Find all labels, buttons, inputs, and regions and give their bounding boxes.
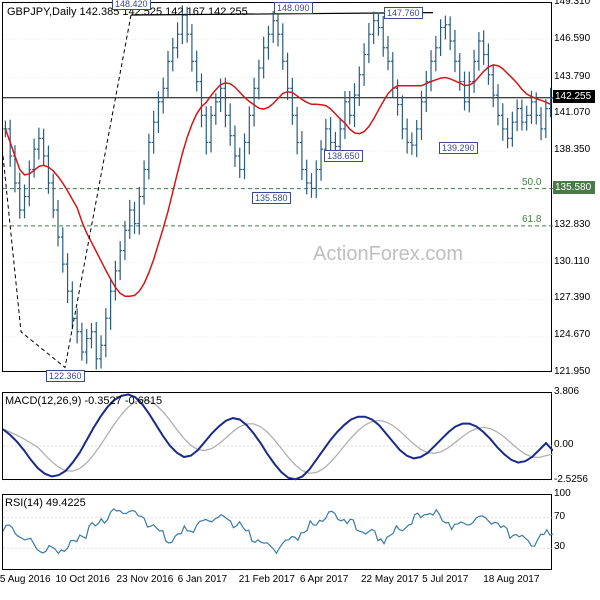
fib-price-tag: 135.580 <box>553 181 595 194</box>
fib-level-label: 50.0 <box>522 177 541 188</box>
y-axis-label: 127.390 <box>554 292 596 303</box>
x-axis-label: 21 Feb 2017 <box>239 574 295 585</box>
price-annotation: 138.650 <box>324 150 363 162</box>
macd-y-label: -2.5256 <box>554 474 596 485</box>
macd-chart: MACD(12,26,9) -0.3527 -0.6815 <box>2 392 552 480</box>
fib-level-label: 61.8 <box>522 214 541 225</box>
price-annotation: 122.360 <box>46 370 85 382</box>
macd-y-label: 0.00 <box>554 439 596 450</box>
x-axis-label: 25 Aug 2016 <box>0 574 51 585</box>
price-annotation: 135.580 <box>252 192 291 204</box>
rsi-y-label: 30 <box>554 541 596 552</box>
price-annotation: 148.420 <box>112 0 151 10</box>
y-axis-label: 121.950 <box>554 366 596 377</box>
x-axis-label: 22 May 2017 <box>361 574 419 585</box>
x-axis-label: 10 Oct 2016 <box>55 574 109 585</box>
x-axis-label: 6 Jan 2017 <box>178 574 228 585</box>
x-axis-label: 6 Apr 2017 <box>300 574 348 585</box>
y-axis-label: 143.790 <box>554 71 596 82</box>
x-axis-label: 18 Aug 2017 <box>483 574 539 585</box>
rsi-y-label: 70 <box>554 511 596 522</box>
macd-header: MACD(12,26,9) -0.3527 -0.6815 <box>5 395 162 407</box>
x-axis-label: 23 Nov 2016 <box>117 574 174 585</box>
macd-y-label: 3.806 <box>554 386 596 397</box>
rsi-y-label: 100 <box>554 488 596 499</box>
x-axis-label: 5 Jul 2017 <box>422 574 468 585</box>
price-chart: GBPJPY,Daily 142.385 142.525 142.167 142… <box>2 2 552 372</box>
y-axis-label: 141.070 <box>554 107 596 118</box>
y-axis-label: 138.350 <box>554 144 596 155</box>
price-annotation: 147.760 <box>384 7 423 19</box>
y-axis-label: 132.830 <box>554 219 596 230</box>
current-price-tag: 142.255 <box>553 90 595 103</box>
price-annotation: 148.090 <box>274 2 313 14</box>
y-axis-label: 146.590 <box>554 33 596 44</box>
rsi-header: RSI(14) 49.4225 <box>5 497 86 509</box>
y-axis-label: 130.110 <box>554 256 596 267</box>
price-annotation: 139.290 <box>439 142 478 154</box>
rsi-chart: RSI(14) 49.4225 <box>2 494 552 570</box>
y-axis-label: 124.670 <box>554 329 596 340</box>
y-axis-label: 149.310 <box>554 0 596 7</box>
